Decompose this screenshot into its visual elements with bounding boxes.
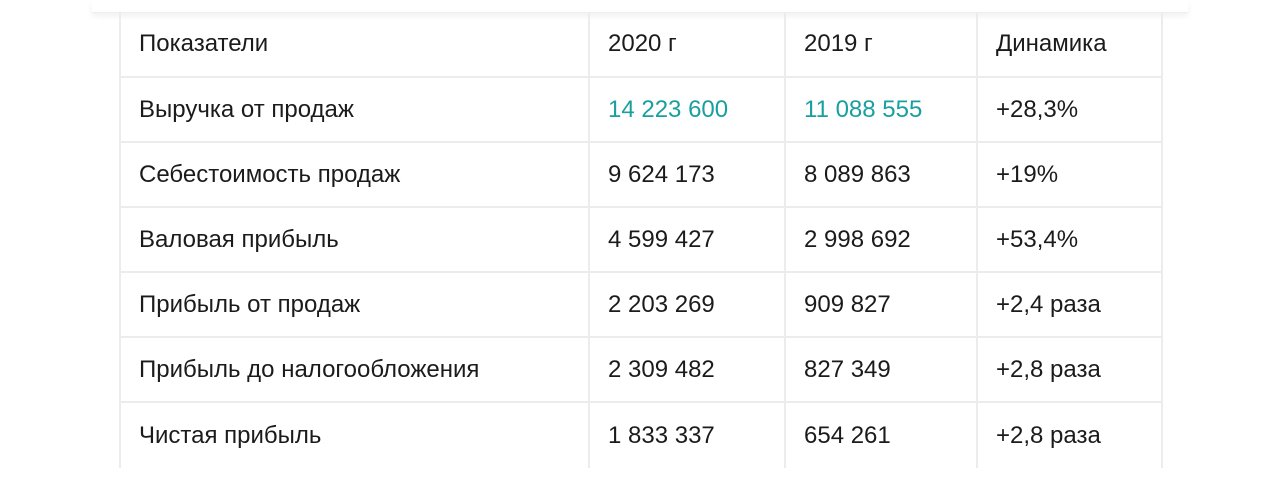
revenue-2019-link[interactable]: 11 088 555 [784, 76, 978, 143]
change-value: +53,4% [976, 206, 1163, 273]
value-2019: 2 998 692 [784, 206, 978, 273]
value-2019: 909 827 [784, 271, 978, 338]
financial-indicators-table: Показатели 2020 г 2019 г Динамика Выручк… [119, 12, 1163, 468]
header-indicators: Показатели [119, 12, 590, 78]
metric-name: Себестоимость продаж [119, 141, 590, 208]
value-2020: 9 624 173 [588, 141, 786, 208]
table-row: Валовая прибыль 4 599 427 2 998 692 +53,… [119, 206, 1163, 273]
value-2019: 654 261 [784, 401, 978, 468]
metric-name: Чистая прибыль [119, 401, 590, 468]
table-row: Выручка от продаж 14 223 600 11 088 555 … [119, 76, 1163, 143]
metric-name: Валовая прибыль [119, 206, 590, 273]
value-2020: 2 309 482 [588, 336, 786, 403]
value-2019: 8 089 863 [784, 141, 978, 208]
metric-name: Выручка от продаж [119, 76, 590, 143]
change-value: +2,4 раза [976, 271, 1163, 338]
value-2019: 827 349 [784, 336, 978, 403]
table-row: Прибыль до налогообложения 2 309 482 827… [119, 336, 1163, 403]
header-2019: 2019 г [784, 12, 978, 78]
table-row: Прибыль от продаж 2 203 269 909 827 +2,4… [119, 271, 1163, 338]
value-2020: 4 599 427 [588, 206, 786, 273]
revenue-2020-link[interactable]: 14 223 600 [588, 76, 786, 143]
metric-name: Прибыль до налогообложения [119, 336, 590, 403]
change-value: +2,8 раза [976, 401, 1163, 468]
table-header-row: Показатели 2020 г 2019 г Динамика [119, 12, 1163, 78]
metric-name: Прибыль от продаж [119, 271, 590, 338]
change-value: +19% [976, 141, 1163, 208]
header-dynamics: Динамика [976, 12, 1163, 78]
change-value: +28,3% [976, 76, 1163, 143]
change-value: +2,8 раза [976, 336, 1163, 403]
value-2020: 2 203 269 [588, 271, 786, 338]
header-2020: 2020 г [588, 12, 786, 78]
value-2020: 1 833 337 [588, 401, 786, 468]
table-row: Себестоимость продаж 9 624 173 8 089 863… [119, 141, 1163, 208]
table-row: Чистая прибыль 1 833 337 654 261 +2,8 ра… [119, 401, 1163, 468]
